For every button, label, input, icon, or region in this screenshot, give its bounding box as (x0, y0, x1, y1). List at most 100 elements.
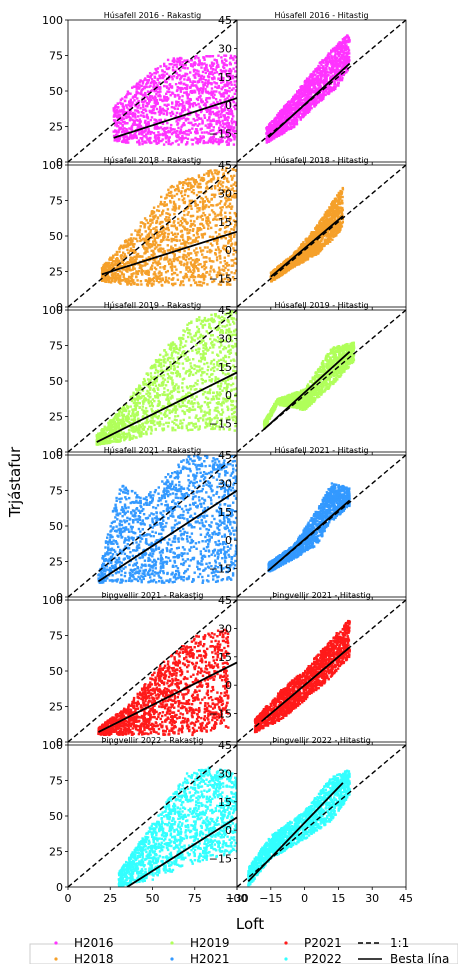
data-point (156, 77, 159, 81)
data-point (192, 234, 195, 237)
data-point (182, 197, 186, 200)
data-point (307, 78, 310, 81)
data-point (302, 94, 305, 97)
data-point (203, 263, 206, 266)
data-point (105, 276, 108, 280)
data-point (199, 128, 202, 131)
data-point (339, 65, 342, 68)
data-point (149, 223, 152, 226)
data-point (189, 131, 192, 134)
data-point (185, 275, 189, 279)
data-point (305, 79, 308, 82)
data-point (322, 90, 325, 94)
data-point (157, 260, 160, 263)
data-point (112, 254, 115, 257)
data-point (232, 115, 235, 118)
data-point (168, 83, 172, 86)
data-point (154, 103, 157, 106)
data-point (133, 112, 137, 115)
data-point (217, 77, 220, 81)
data-point (345, 45, 348, 48)
data-point (214, 132, 217, 136)
data-point (163, 130, 167, 134)
data-point (317, 80, 320, 83)
data-point (170, 105, 174, 109)
data-point (183, 74, 187, 78)
data-point (209, 129, 212, 133)
data-point (201, 275, 204, 278)
data-point (212, 133, 216, 136)
data-point (343, 46, 346, 49)
data-point (212, 260, 215, 263)
data-point (198, 140, 202, 144)
data-point (129, 127, 133, 131)
data-point (171, 110, 174, 114)
data-point (141, 82, 145, 85)
data-point (130, 277, 133, 281)
data-point (116, 276, 120, 280)
data-point (150, 110, 154, 113)
data-point (165, 65, 168, 68)
data-point (143, 217, 147, 220)
data-point (225, 249, 228, 252)
data-point (334, 49, 338, 52)
data-point (204, 87, 207, 91)
data-point (124, 255, 128, 258)
data-point (320, 93, 323, 96)
data-point (190, 185, 193, 188)
data-point (300, 88, 303, 91)
data-point (277, 132, 280, 136)
data-point (234, 89, 237, 92)
data-point (158, 98, 162, 101)
data-point (323, 75, 326, 78)
data-point (222, 244, 226, 248)
data-point (318, 81, 321, 85)
data-point (160, 110, 163, 114)
data-point (126, 240, 129, 243)
data-point (223, 123, 226, 126)
data-point (269, 128, 272, 132)
data-point (204, 71, 207, 75)
data-point (100, 267, 104, 270)
data-point (221, 119, 224, 123)
data-point (171, 102, 174, 105)
data-point (217, 84, 220, 88)
data-point (308, 88, 312, 91)
data-point (197, 96, 201, 99)
data-point (156, 71, 159, 74)
data-point (149, 279, 152, 283)
data-point (102, 278, 105, 281)
data-point (135, 255, 138, 258)
data-point (155, 92, 158, 96)
data-point (292, 121, 295, 124)
data-point (112, 272, 115, 275)
data-point (300, 112, 304, 116)
data-point (136, 283, 140, 286)
data-point (225, 135, 229, 138)
data-point (345, 41, 348, 44)
data-point (185, 182, 188, 186)
data-point (112, 263, 116, 266)
data-point (230, 88, 234, 92)
data-point (291, 123, 294, 126)
data-point (165, 203, 168, 207)
data-point (109, 256, 112, 259)
data-point (274, 125, 277, 128)
data-point (299, 117, 302, 121)
data-point (140, 100, 144, 103)
data-point (231, 187, 234, 190)
data-point (205, 66, 208, 69)
data-point (217, 182, 220, 185)
data-point (145, 136, 148, 139)
data-point (195, 128, 198, 131)
data-point (208, 221, 212, 224)
data-point (218, 73, 221, 76)
data-point (326, 62, 329, 65)
data-point (167, 277, 171, 280)
data-point (137, 129, 140, 133)
data-point (189, 71, 192, 74)
data-point (126, 136, 129, 139)
data-point (189, 98, 192, 101)
data-point (220, 104, 224, 107)
data-point (154, 140, 158, 143)
